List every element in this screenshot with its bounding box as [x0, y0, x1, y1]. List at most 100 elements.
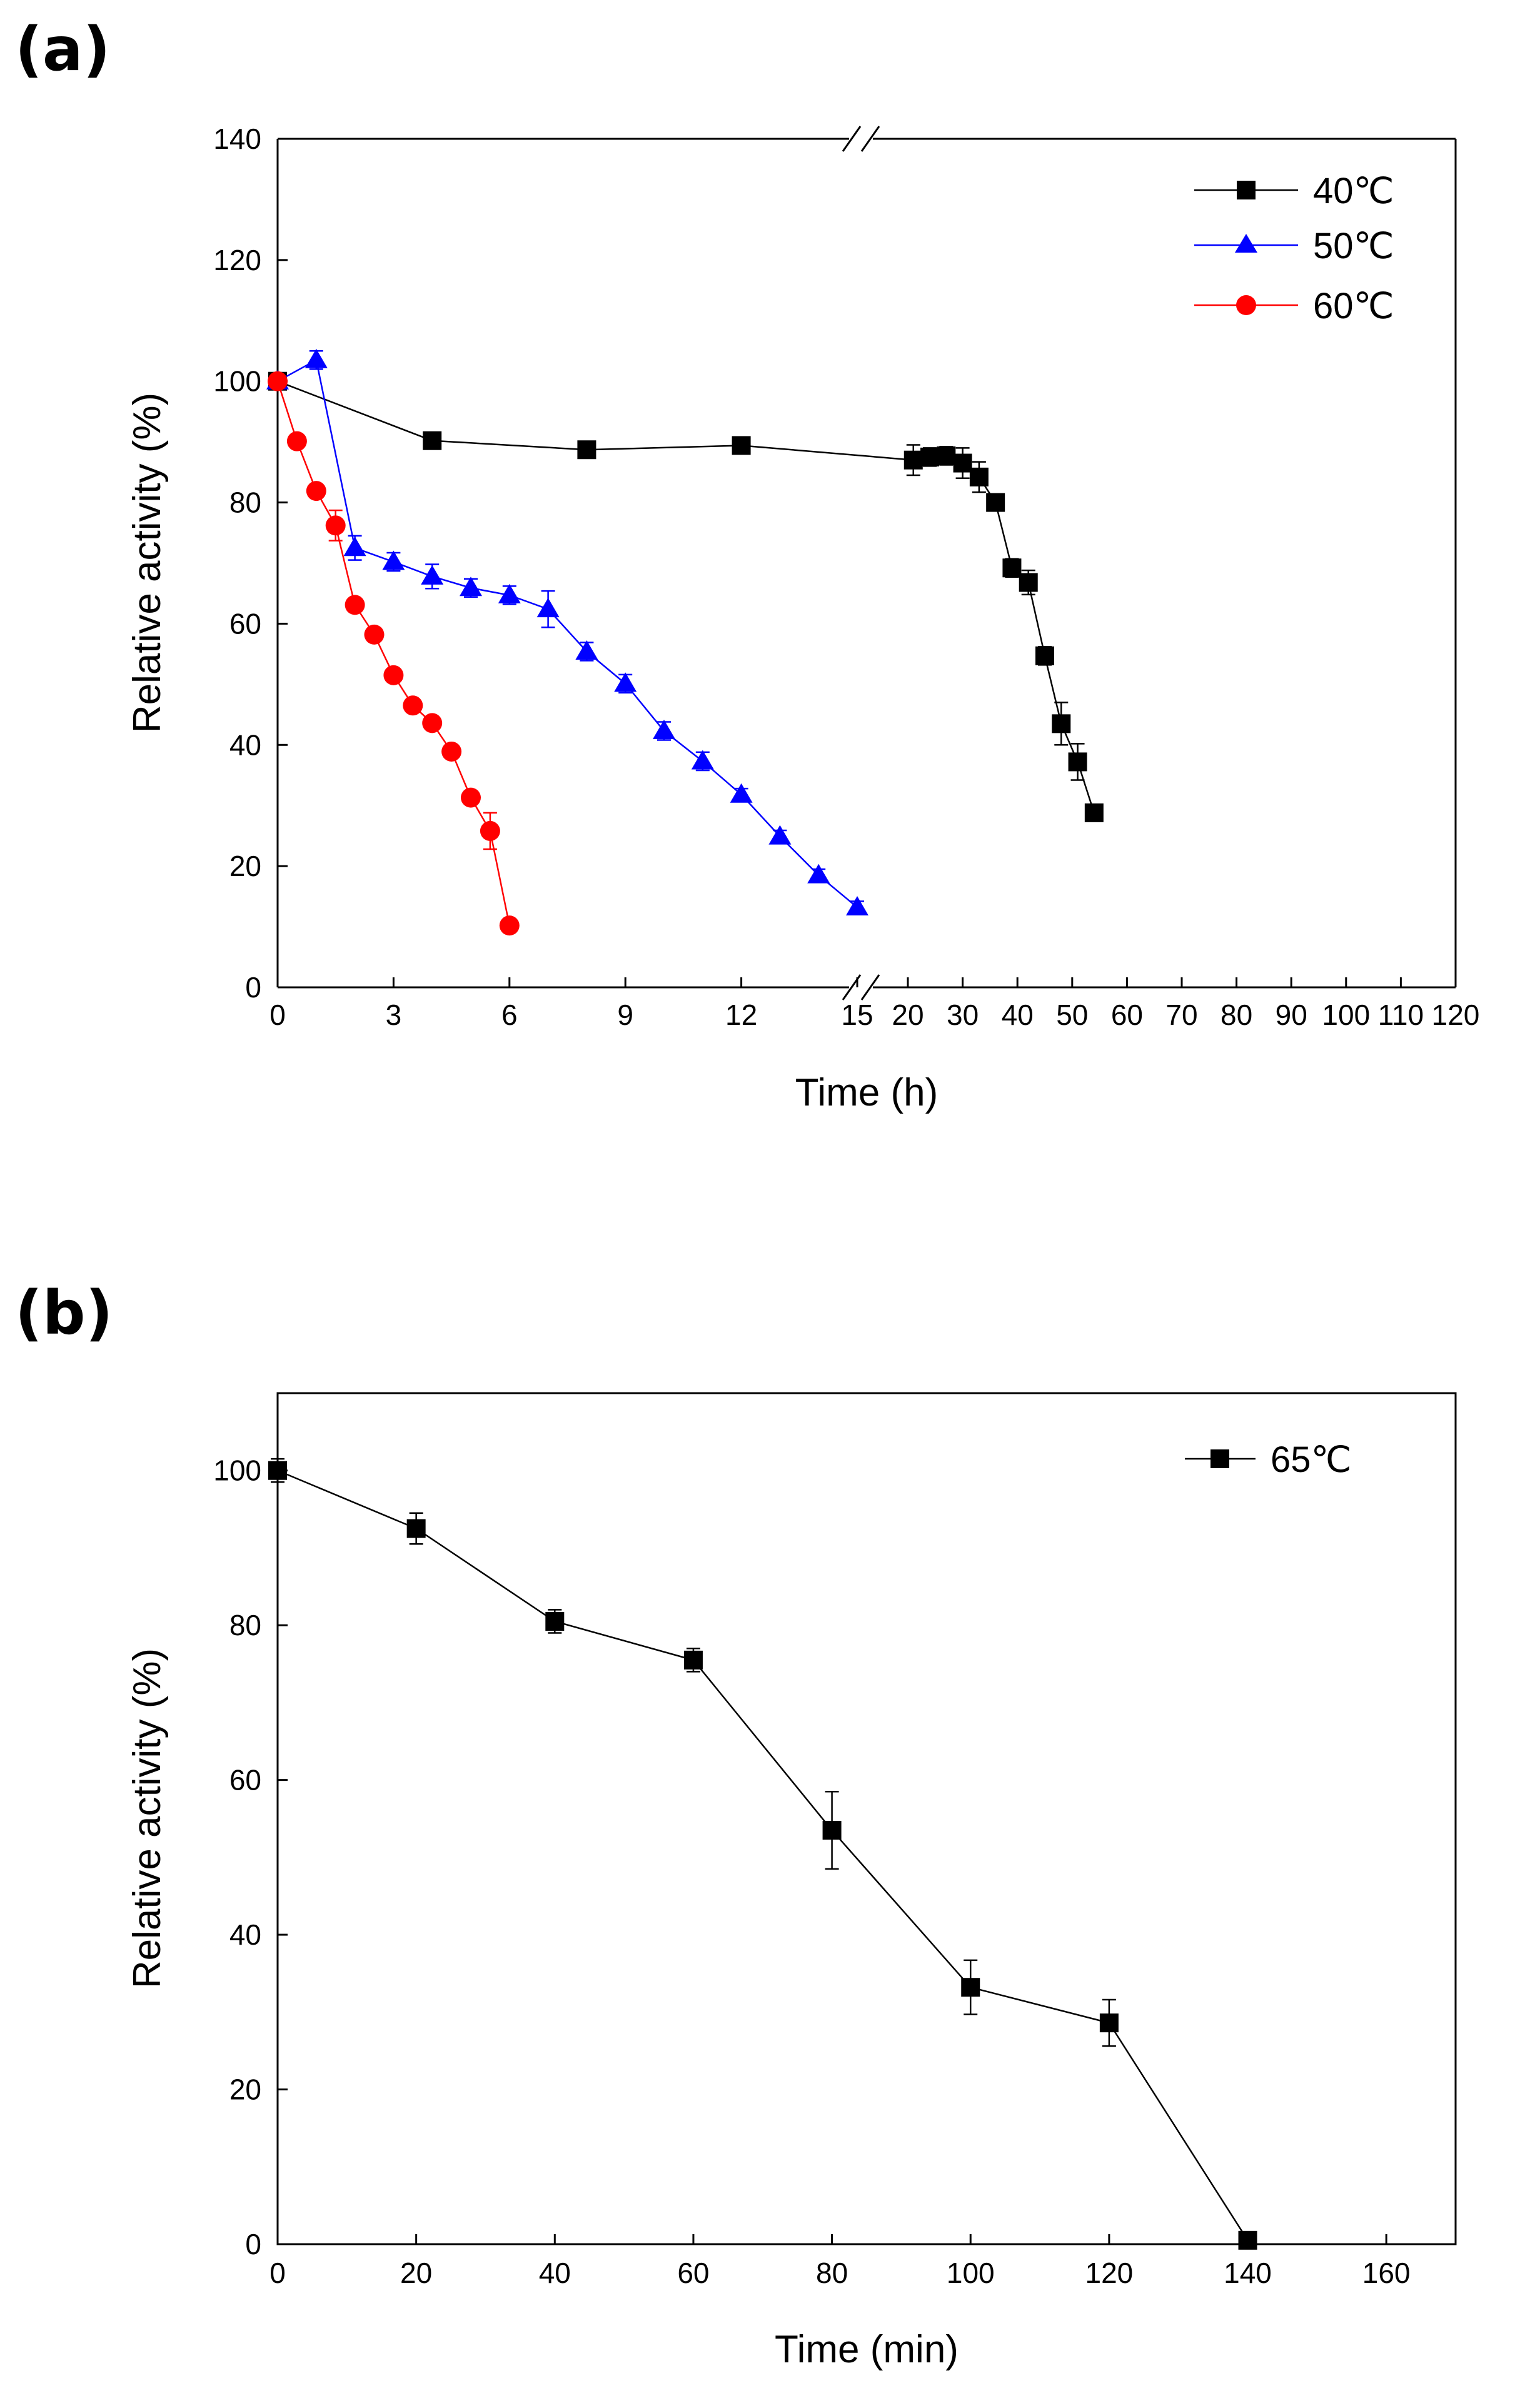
panel-a-frame	[276, 126, 1457, 1000]
legend-label-50c: 50℃	[1313, 226, 1394, 266]
panel-a-axis-break-top	[842, 126, 880, 152]
x-tick-label: 160	[1362, 2257, 1411, 2289]
x-tick-label: 70	[1165, 999, 1197, 1031]
data-line-segment	[1027, 582, 1046, 657]
data-line-segment	[692, 1660, 833, 1831]
legend-item-40c: 40℃	[1194, 171, 1394, 211]
data-point	[536, 598, 560, 618]
panel-b-x-ticks: 0 20 40 60 80 100 120 140 160	[269, 2234, 1411, 2289]
data-point	[441, 741, 462, 762]
panel-a-y-ticks: 0 20 40 60 80 100 120 140	[213, 123, 288, 1004]
data-point	[304, 348, 328, 368]
legend-label-60c: 60℃	[1313, 286, 1394, 326]
data-line-segment	[831, 1830, 972, 1988]
x-tick-label: 60	[677, 2257, 709, 2289]
data-line-segment	[586, 445, 742, 451]
x-tick-label: 0	[269, 2257, 286, 2289]
x-tick-label: 80	[816, 2257, 848, 2289]
data-line-segment	[994, 502, 1013, 568]
y-tick-label: 100	[213, 1454, 261, 1487]
data-point	[1019, 573, 1038, 592]
data-point	[306, 481, 326, 501]
panel-a-series-60	[268, 371, 520, 936]
panel-b-y-ticks: 0 20 40 60 80 100	[213, 1454, 288, 2260]
legend-marker-square	[1210, 1449, 1229, 1468]
data-point	[422, 713, 443, 733]
data-line-segment	[315, 360, 356, 548]
data-point	[545, 1611, 565, 1631]
data-point	[846, 896, 868, 916]
data-line-segment	[415, 1528, 555, 1623]
data-point	[421, 565, 444, 585]
x-tick-label: 6	[501, 999, 518, 1031]
panel-a-plot-area	[266, 348, 1104, 936]
data-line-segment	[554, 1620, 694, 1661]
panel-b-legend: 65℃	[1185, 1439, 1352, 1480]
data-point	[461, 787, 481, 808]
data-line-segment	[277, 1469, 417, 1529]
x-tick-label: 20	[400, 2257, 432, 2289]
data-point	[683, 1650, 703, 1670]
data-line-segment	[1044, 655, 1062, 724]
data-point	[383, 665, 404, 685]
y-tick-label: 0	[245, 2228, 261, 2260]
y-tick-label: 40	[229, 1918, 261, 1951]
data-point	[1084, 803, 1104, 822]
panel-a-x-axis-title: Time (h)	[795, 1071, 938, 1114]
x-tick-label: 80	[1221, 999, 1252, 1031]
data-point	[614, 672, 637, 692]
data-point	[691, 750, 714, 770]
x-tick-label: 12	[725, 999, 757, 1031]
data-point	[286, 431, 307, 451]
data-point	[498, 583, 521, 603]
y-tick-label: 20	[229, 2073, 261, 2106]
data-point	[961, 1978, 980, 1997]
data-point	[577, 440, 596, 460]
data-line-segment	[741, 445, 913, 461]
data-point	[807, 864, 830, 884]
data-point	[920, 447, 940, 466]
data-point	[1068, 752, 1087, 772]
x-tick-label: 40	[539, 2257, 571, 2289]
x-tick-label: 9	[617, 999, 633, 1031]
x-tick-label: 100	[1322, 999, 1370, 1031]
x-tick-label: 0	[269, 999, 286, 1031]
data-point	[822, 1821, 842, 1840]
x-tick-label: 140	[1224, 2257, 1272, 2289]
data-point	[268, 371, 288, 391]
x-tick-label: 30	[947, 999, 979, 1031]
data-point	[1052, 714, 1071, 733]
data-point	[423, 431, 442, 450]
x-tick-label: 15	[841, 999, 873, 1031]
data-point	[730, 783, 753, 803]
data-point	[969, 467, 989, 486]
y-tick-label: 120	[213, 244, 261, 276]
data-point	[953, 453, 972, 473]
data-point	[364, 624, 385, 645]
x-tick-label: 20	[892, 999, 924, 1031]
data-point	[732, 436, 751, 455]
data-point	[403, 695, 423, 716]
legend-item-60c: 60℃	[1194, 286, 1394, 326]
legend-marker-triangle	[1235, 234, 1257, 253]
y-tick-label: 140	[213, 123, 261, 155]
y-tick-label: 0	[245, 971, 261, 1004]
data-point	[406, 1519, 426, 1538]
data-point	[1099, 2013, 1119, 2033]
data-line-segment	[335, 525, 356, 605]
data-point	[1035, 646, 1054, 665]
y-tick-label: 100	[213, 365, 261, 398]
panel-b-frame	[276, 1392, 1457, 2245]
panel-b-series-65	[268, 1458, 1257, 2250]
y-tick-label: 40	[229, 728, 261, 761]
x-tick-label: 90	[1276, 999, 1307, 1031]
x-tick-label: 60	[1111, 999, 1143, 1031]
panel-a-series-50	[266, 348, 868, 916]
panel-b: (b) 0 20 40 60 80 100 0 20 40 60 80 100 120 140 160 T…	[15, 1278, 1457, 2371]
y-tick-label: 80	[229, 1609, 261, 1641]
data-point	[480, 820, 500, 841]
y-tick-label: 60	[229, 607, 261, 640]
data-point	[653, 719, 675, 739]
panel-a-legend: 40℃ 50℃ 60℃	[1194, 171, 1394, 326]
